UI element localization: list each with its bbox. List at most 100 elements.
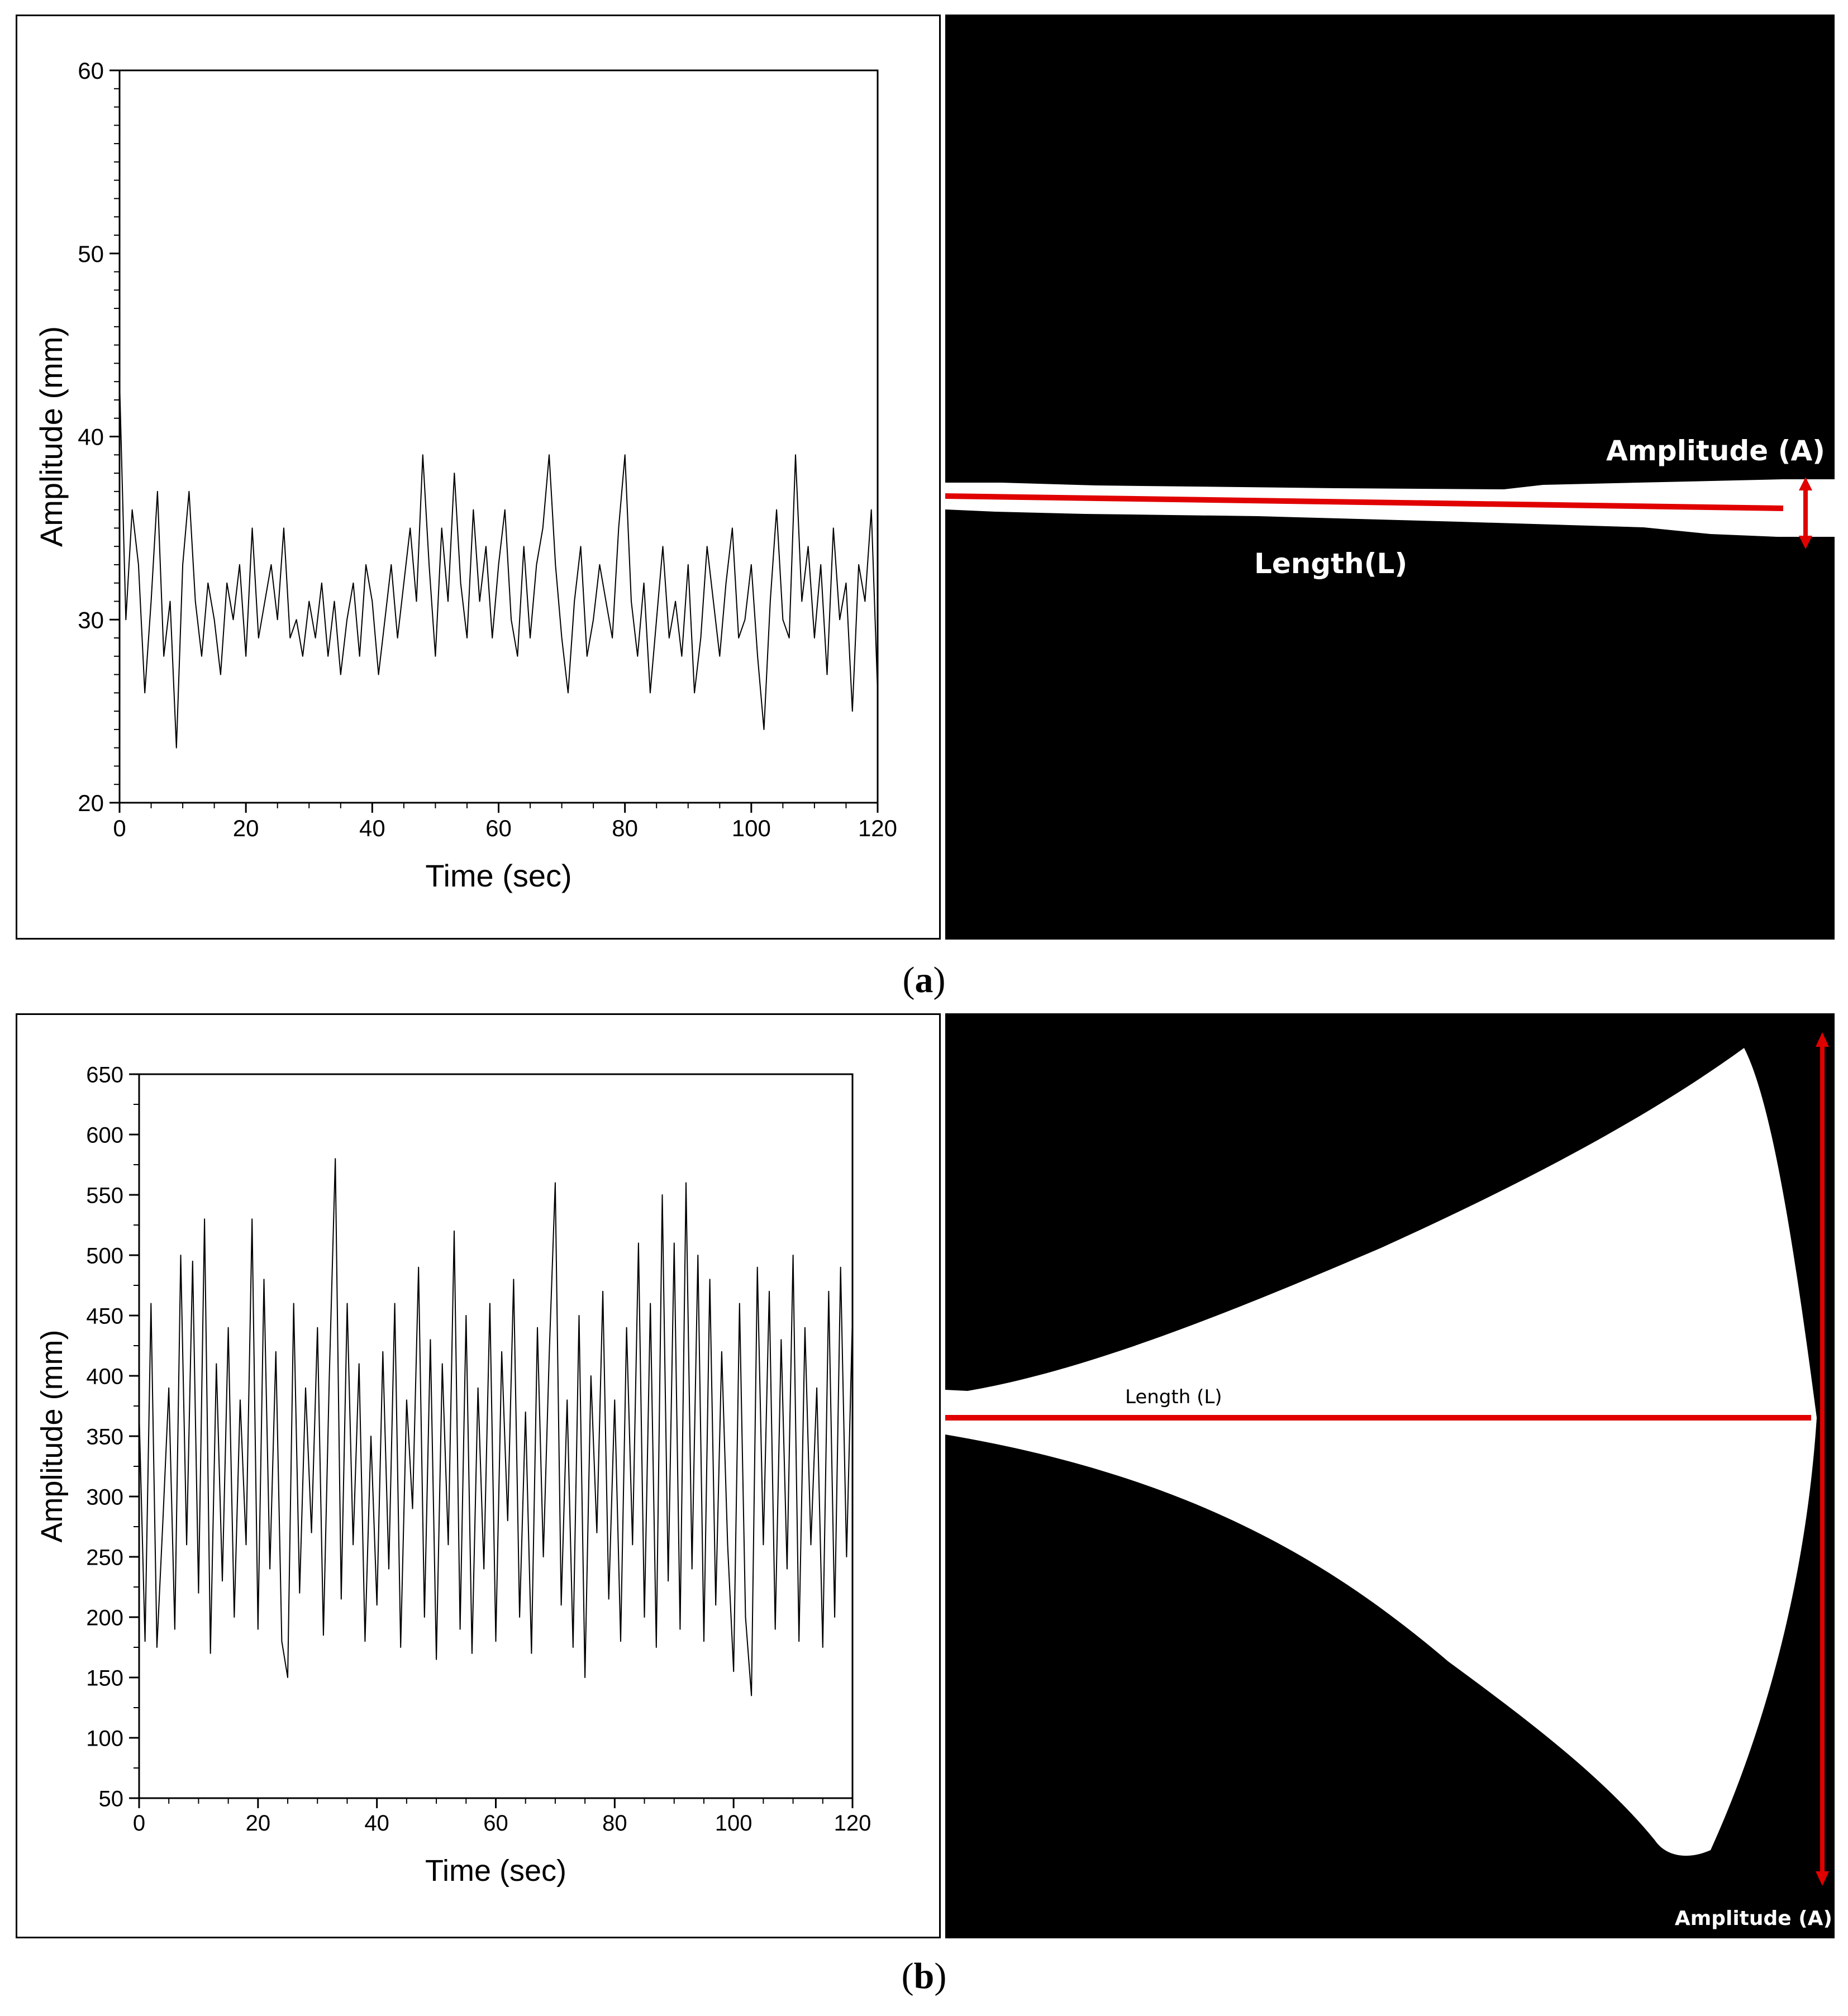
data-point	[489, 1303, 490, 1304]
y-tick-label: 200	[86, 1605, 123, 1630]
data-point	[721, 1351, 722, 1352]
y-tick-label: 400	[86, 1364, 123, 1389]
data-point	[561, 637, 563, 638]
data-point	[296, 619, 297, 620]
chart-a: 20 30 40 50 60 0 20 40 60 80 100 120 Time (sec) Ampli…	[34, 58, 897, 893]
data-point	[858, 564, 859, 565]
data-point	[555, 564, 556, 565]
data-point	[394, 1303, 396, 1304]
data-point	[195, 600, 196, 602]
data-point	[492, 637, 493, 638]
x-tick-label: 60	[485, 815, 512, 841]
data-point	[258, 637, 259, 638]
y-tick-label: 40	[78, 424, 104, 450]
data-point	[593, 619, 594, 620]
y-tick-label: 600	[86, 1123, 123, 1147]
data-point	[232, 619, 234, 620]
data-point	[275, 1351, 277, 1352]
data-point	[599, 564, 601, 565]
y-axis-label: Amplitude (mm)	[34, 326, 69, 547]
data-point	[543, 1556, 544, 1557]
y-tick-label: 350	[86, 1424, 123, 1449]
data-point	[390, 564, 392, 565]
data-point	[315, 637, 316, 638]
amplitude-label-b: Amplitude (A)	[1675, 1907, 1832, 1930]
data-point	[365, 564, 366, 565]
y-tick-label: 150	[86, 1666, 123, 1690]
data-point	[626, 1327, 627, 1328]
x-tick-label: 80	[612, 815, 638, 841]
subfigure-caption-b: (b)	[901, 1956, 947, 1996]
data-point	[549, 1351, 550, 1352]
data-point	[447, 600, 449, 602]
data-point	[277, 619, 278, 620]
arrow-head-down-a	[1799, 536, 1812, 549]
data-point	[498, 564, 499, 565]
x-tick-label: 0	[133, 1811, 145, 1836]
y-tick-label: 20	[78, 790, 104, 816]
data-point	[709, 1279, 711, 1280]
y-tick-label: 50	[78, 241, 104, 267]
y-tick-label: 500	[86, 1243, 123, 1268]
data-point	[504, 509, 506, 511]
x-tick-label: 120	[834, 1811, 871, 1836]
data-point	[485, 546, 487, 547]
x-tick-label: 40	[359, 815, 385, 841]
arrow-head-up-b	[1816, 1032, 1829, 1047]
series-line	[139, 1158, 853, 1696]
flame-image-a: Amplitude (A) Length(L)	[945, 15, 1835, 940]
chart-b: 50 100 150 200 250 300 350 400 450 500 550 600 650 0 2…	[35, 1062, 871, 1888]
data-point	[311, 1532, 312, 1533]
plot-frame	[118, 69, 879, 804]
subfigure-caption-a: (a)	[902, 960, 946, 1000]
x-axis-label: Time (sec)	[425, 1854, 566, 1888]
data-point	[466, 637, 468, 638]
data-point	[176, 747, 177, 749]
y-tick-label: 50	[99, 1786, 124, 1811]
data-point	[397, 637, 398, 638]
data-point	[293, 1303, 294, 1304]
x-tick-label: 100	[715, 1811, 752, 1836]
y-axis-label: Amplitude (mm)	[35, 1329, 69, 1542]
x-tick-label: 40	[364, 1811, 389, 1836]
data-point	[739, 1303, 740, 1304]
data-point	[371, 600, 373, 602]
arrow-head-up-a	[1799, 477, 1812, 490]
data-point	[479, 600, 480, 602]
length-line-a	[945, 493, 1784, 511]
y-tick-label: 450	[86, 1304, 123, 1328]
flame-shape-b	[945, 1048, 1817, 1856]
flame-shape-a	[945, 479, 1835, 537]
data-point	[182, 564, 183, 565]
data-point	[317, 1327, 318, 1328]
data-point	[661, 1194, 663, 1195]
data-point	[620, 1641, 621, 1642]
y-tick-label: 650	[86, 1062, 123, 1087]
y-tick-label: 30	[78, 607, 104, 633]
data-point	[239, 564, 240, 565]
data-point	[138, 564, 139, 565]
data-point	[590, 1375, 592, 1376]
data-point	[328, 1375, 330, 1376]
chart-a-panel: 20 30 40 50 60 0 20 40 60 80 100 120 Time (sec) Ampli…	[16, 15, 941, 940]
data-point	[846, 1556, 847, 1557]
data-point	[703, 1641, 704, 1642]
x-tick-label: 100	[732, 815, 771, 841]
data-point	[270, 564, 272, 565]
x-tick-label: 20	[233, 815, 259, 841]
x-axis-label: Time (sec)	[425, 858, 571, 893]
amplitude-label-a: Amplitude (A)	[1606, 435, 1825, 467]
plot-frame	[138, 1073, 854, 1799]
data-point	[776, 509, 777, 511]
x-tick-label: 80	[602, 1811, 627, 1836]
data-point	[523, 546, 525, 547]
data-point	[804, 1327, 806, 1328]
data-point	[412, 1508, 413, 1509]
data-point	[384, 619, 385, 620]
x-tick-label: 20	[246, 1811, 271, 1836]
data-point	[513, 1279, 515, 1280]
x-tick-label: 0	[113, 815, 126, 841]
chart-b-panel: 50 100 150 200 250 300 350 400 450 500 550 600 650 0 2…	[16, 1013, 941, 1938]
data-point	[814, 637, 815, 638]
data-point	[416, 600, 417, 602]
